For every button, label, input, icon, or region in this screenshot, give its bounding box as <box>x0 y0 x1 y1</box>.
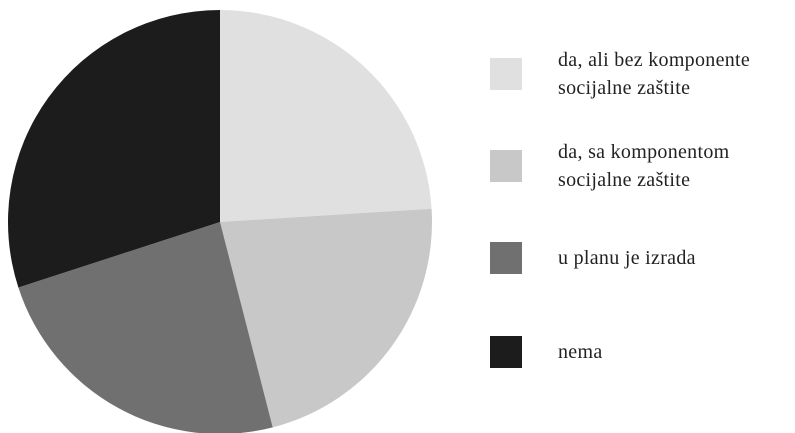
pie-slice <box>220 10 432 222</box>
pie-slice <box>7 10 220 288</box>
pie-slice <box>18 222 273 433</box>
legend-swatch <box>490 58 522 90</box>
legend-item: nema <box>490 336 793 368</box>
legend-swatch <box>490 336 522 368</box>
legend-label: da, sa komponentom socijalne zaštite <box>558 141 730 191</box>
legend-swatch <box>490 242 522 274</box>
legend-label: u planu je izrada <box>558 247 696 269</box>
legend-item: da, ali bez komponente socijalne zaštite <box>490 49 793 99</box>
legend-label: nema <box>558 341 603 363</box>
legend: da, ali bez komponente socijalne zaštite… <box>490 0 790 433</box>
legend-swatch <box>490 150 522 182</box>
legend-label: da, ali bez komponente socijalne zaštite <box>558 49 751 99</box>
pie-slice <box>220 208 432 428</box>
legend-item: u planu je izrada <box>490 242 793 274</box>
legend-item: da, sa komponentom socijalne zaštite <box>490 141 793 191</box>
